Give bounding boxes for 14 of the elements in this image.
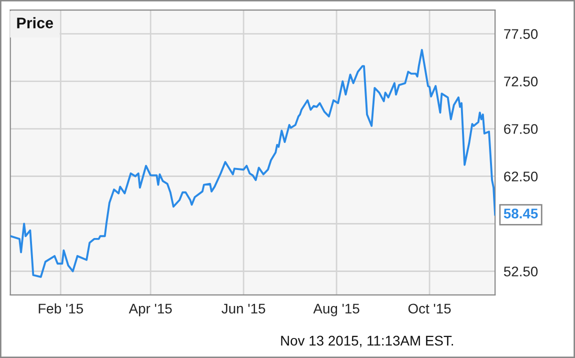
x-tick-label: Oct '15 <box>408 304 451 314</box>
y-tick-label: 52.50 <box>504 266 538 276</box>
line-series <box>10 48 496 278</box>
x-tick-label: Aug '15 <box>313 304 360 316</box>
y-tick-label: 67.50 <box>504 124 538 134</box>
y-tick-label: 72.50 <box>504 76 538 86</box>
x-tick-label: Apr '15 <box>128 304 172 316</box>
y-tick-label: 62.50 <box>504 172 538 182</box>
x-tick-label: Jun '15 <box>222 304 266 314</box>
x-tick-label: Feb '15 <box>38 303 84 314</box>
annotation: 58.45 <box>504 208 538 218</box>
chart-title: Price <box>17 17 54 28</box>
text: Nov 13 2015, 11:13AM EST. <box>281 336 453 348</box>
y-tick-label: 77.50 <box>504 29 538 39</box>
